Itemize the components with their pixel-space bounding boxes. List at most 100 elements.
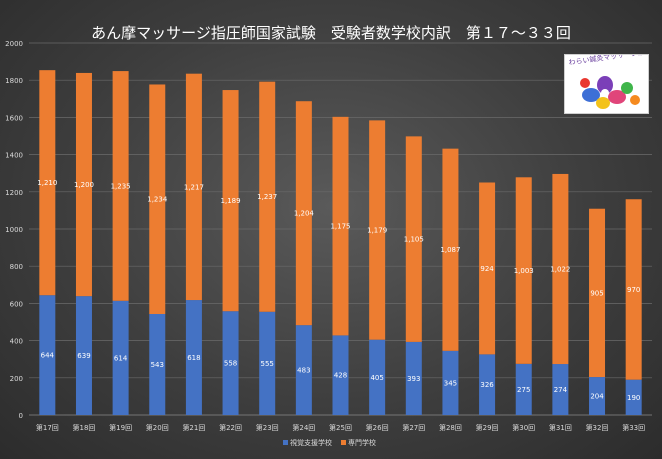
y-tick-label: 1400 (5, 152, 23, 160)
data-label: 1,022 (550, 265, 570, 273)
x-tick-label: 第32回 (586, 423, 609, 432)
bar-segment (149, 84, 166, 315)
y-tick-label: 1800 (5, 77, 23, 85)
bar-segment (479, 182, 496, 355)
legend-label: 専門学校 (348, 438, 376, 447)
bar-segment (625, 199, 642, 380)
data-label: 428 (334, 372, 347, 380)
bar-segment (295, 101, 312, 326)
data-label: 558 (224, 360, 237, 368)
bar-segment (39, 70, 56, 296)
data-label: 1,175 (330, 223, 350, 231)
bar-segment (295, 325, 312, 415)
legend-swatch (341, 440, 346, 445)
x-tick-label: 第23回 (256, 423, 279, 432)
bar-segment (185, 73, 202, 301)
x-axis-ticks: 第17回 第18回 第19回 第20回 第21回 第22回 第23回 第24回 第25回 第26回… (36, 423, 645, 432)
bar-segment (185, 300, 202, 415)
chart-title: あん摩マッサージ指圧師国家試験 受験者数学校内訳 第１７～３３回 (91, 24, 571, 42)
bar-segment (552, 173, 569, 365)
y-tick-label: 1600 (5, 114, 23, 122)
data-label: 1,179 (367, 227, 387, 235)
data-label: 970 (627, 286, 640, 294)
y-tick-label: 2000 (5, 40, 23, 48)
x-tick-label: 第20回 (146, 423, 169, 432)
bar-segment (332, 116, 349, 336)
bar-segment (405, 136, 422, 342)
bar-segment (552, 364, 569, 415)
data-label: 274 (554, 386, 568, 394)
data-label: 204 (590, 393, 604, 401)
bar-segment (39, 295, 56, 415)
x-tick-label: 第19回 (109, 423, 132, 432)
y-tick-label: 1200 (5, 189, 23, 197)
bars (39, 70, 642, 415)
data-label: 905 (590, 289, 603, 297)
bar-segment (442, 350, 459, 415)
data-label: 1,234 (147, 196, 168, 204)
bar-segment (405, 341, 422, 415)
y-tick-label: 400 (10, 338, 23, 346)
data-label: 326 (480, 381, 494, 389)
bar-segment (442, 148, 459, 351)
data-label: 639 (77, 352, 90, 360)
x-tick-label: 第21回 (182, 423, 205, 432)
x-tick-label: 第27回 (402, 423, 425, 432)
flower-icon (580, 76, 640, 109)
bar-segment (625, 379, 642, 415)
data-label: 1,105 (404, 236, 424, 244)
data-label: 190 (627, 394, 640, 402)
y-tick-label: 0 (19, 412, 23, 420)
bar-segment (259, 311, 276, 415)
bar-segment (589, 208, 606, 378)
y-tick-label: 200 (10, 375, 23, 383)
bar-segment (222, 90, 239, 312)
data-label: 1,237 (257, 193, 277, 201)
x-tick-label: 第30回 (512, 423, 535, 432)
x-tick-label: 第22回 (219, 423, 242, 432)
data-label: 483 (297, 367, 310, 375)
data-label: 393 (407, 375, 420, 383)
data-label: 1,087 (440, 246, 460, 254)
data-label: 924 (480, 265, 494, 273)
x-tick-label: 第31回 (549, 423, 572, 432)
bar-segment (222, 311, 239, 415)
bar-segment (75, 72, 92, 297)
data-label: 543 (151, 361, 164, 369)
data-label: 1,235 (111, 182, 131, 190)
data-label: 555 (261, 360, 274, 368)
bar-segment (369, 339, 386, 415)
data-labels: 644 1,210 639 1,200 614 1,235 543 1,234 618 1,217… (37, 179, 640, 402)
x-tick-label: 第24回 (292, 423, 315, 432)
data-label: 618 (187, 354, 200, 362)
data-label: 275 (517, 386, 530, 394)
y-tick-label: 1000 (5, 226, 23, 234)
data-label: 1,200 (74, 181, 94, 189)
data-label: 1,189 (221, 197, 241, 205)
x-tick-label: 第17回 (36, 423, 59, 432)
bar-segment (112, 300, 129, 415)
y-axis-ticks: 0 200 400 600 800 1000 1200 1400 1600 1800 2000 (5, 40, 23, 420)
bar-segment (75, 296, 92, 415)
bar-segment (369, 120, 386, 340)
bar-segment (332, 335, 349, 415)
bar-segment (515, 177, 532, 364)
data-label: 405 (370, 374, 383, 382)
y-tick-label: 600 (10, 300, 23, 308)
data-label: 1,217 (184, 183, 204, 191)
bar-segment (589, 377, 606, 415)
clinic-logo: わらい鍼灸マッサージ治療院 (564, 54, 649, 114)
data-label: 1,003 (514, 267, 534, 275)
data-label: 1,204 (294, 210, 315, 218)
legend-label: 視覚支援学校 (290, 438, 332, 447)
bar-segment (259, 81, 276, 312)
x-tick-label: 第29回 (476, 423, 499, 432)
bar-segment (149, 314, 166, 415)
x-tick-label: 第26回 (366, 423, 389, 432)
y-tick-label: 800 (10, 263, 23, 271)
legend: 視覚支援学校 専門学校 (283, 438, 376, 447)
data-label: 644 (41, 352, 55, 360)
x-tick-label: 第33回 (622, 423, 645, 432)
